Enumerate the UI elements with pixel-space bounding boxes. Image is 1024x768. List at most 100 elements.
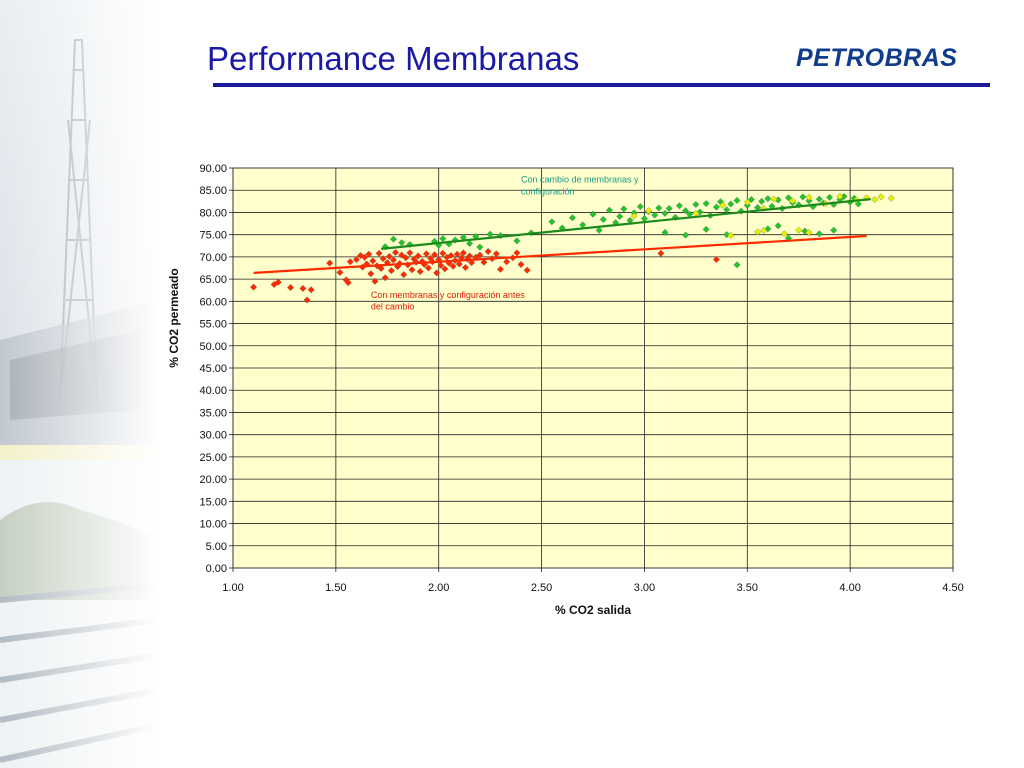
- data-point-after-yellow: [727, 232, 735, 240]
- data-point-before: [422, 250, 430, 258]
- data-point-before: [371, 277, 379, 285]
- data-points: [250, 192, 895, 304]
- y-tick-label: 20.00: [199, 474, 227, 486]
- data-point-after-yellow: [780, 230, 788, 238]
- data-point-after: [830, 226, 838, 234]
- data-point-after: [723, 206, 731, 214]
- data-point-after: [712, 203, 720, 211]
- data-point-before: [336, 268, 344, 276]
- data-point-before: [387, 267, 395, 275]
- y-tick-label: 55.00: [199, 319, 227, 331]
- data-point-before: [400, 271, 408, 279]
- data-point-before: [447, 252, 455, 260]
- y-axis-label: % CO2 permeado: [167, 268, 181, 367]
- data-point-before: [449, 262, 457, 270]
- data-point-before: [503, 258, 511, 266]
- x-tick-label: 4.50: [942, 582, 963, 594]
- data-point-before: [439, 249, 447, 257]
- data-point-after: [733, 261, 741, 269]
- x-tick-label: 2.50: [531, 582, 552, 594]
- data-point-after: [815, 230, 823, 238]
- data-point-before: [712, 256, 720, 264]
- data-point-before: [375, 249, 383, 257]
- data-point-before: [476, 251, 484, 259]
- data-point-after: [398, 239, 406, 247]
- data-point-after: [815, 195, 823, 203]
- trendline-after: [381, 198, 871, 250]
- trendline-before: [253, 234, 867, 274]
- data-point-after-yellow: [770, 195, 778, 203]
- data-point-before: [381, 274, 389, 282]
- data-point-after: [599, 216, 607, 224]
- data-point-after: [682, 207, 690, 215]
- data-point-before: [433, 269, 441, 277]
- petrobras-logo: PETROBRAS: [796, 44, 958, 72]
- data-point-after: [579, 221, 587, 229]
- data-point-after: [826, 193, 834, 201]
- data-point-before: [287, 284, 295, 292]
- data-point-before: [303, 296, 311, 304]
- data-point-after-yellow: [754, 228, 762, 236]
- data-point-after: [651, 211, 659, 219]
- data-point-after: [620, 205, 628, 213]
- data-point-after: [665, 204, 673, 212]
- data-point-after: [568, 214, 576, 222]
- data-point-after-yellow: [645, 207, 653, 215]
- data-point-after: [754, 204, 762, 212]
- data-point-after: [747, 196, 755, 204]
- y-axis-ticks: 0.00 5.00 10.00 15.00 20.00 25.00 30.00 35.00 40…: [199, 163, 233, 575]
- data-point-after: [702, 200, 710, 208]
- data-point-after-yellow: [805, 193, 813, 201]
- data-point-after: [626, 216, 634, 224]
- y-tick-label: 75.00: [199, 230, 227, 242]
- data-point-after: [784, 194, 792, 202]
- data-point-before: [346, 258, 354, 266]
- y-tick-label: 60.00: [199, 296, 227, 308]
- data-point-before: [379, 255, 387, 263]
- data-point-after-yellow: [887, 194, 895, 202]
- trend-lines: [253, 198, 871, 274]
- data-point-after: [389, 235, 397, 243]
- data-point-after-yellow: [692, 209, 700, 217]
- x-tick-label: 3.00: [634, 582, 655, 594]
- x-tick-label: 1.50: [325, 582, 346, 594]
- data-point-before: [250, 283, 258, 291]
- data-point-after-yellow: [795, 226, 803, 234]
- data-point-after-yellow: [871, 196, 879, 204]
- x-axis-ticks: 1.00 1.50 2.00 2.50 3.00 3.50 4.00 4.50: [222, 568, 964, 594]
- x-tick-label: 1.00: [222, 582, 243, 594]
- data-point-before: [367, 270, 375, 278]
- data-point-after: [675, 202, 683, 210]
- data-point-before: [352, 256, 360, 264]
- page-title: Performance Membranas: [207, 40, 580, 77]
- data-point-before: [377, 264, 385, 272]
- data-point-before: [492, 250, 500, 258]
- data-point-after: [655, 204, 663, 212]
- y-tick-label: 30.00: [199, 430, 227, 442]
- data-point-after: [640, 215, 648, 223]
- title-underline: [213, 83, 990, 87]
- y-tick-label: 10.00: [199, 519, 227, 531]
- data-point-before: [365, 250, 373, 258]
- data-point-after: [661, 209, 669, 217]
- data-point-before: [408, 266, 416, 274]
- data-point-before: [274, 278, 282, 286]
- data-point-before: [431, 251, 439, 259]
- data-point-before: [416, 268, 424, 276]
- data-point-before: [392, 248, 399, 256]
- data-point-after: [459, 233, 467, 241]
- data-point-after: [476, 243, 484, 251]
- data-point-after: [486, 230, 494, 238]
- y-tick-label: 40.00: [199, 385, 227, 397]
- data-point-before: [299, 284, 307, 292]
- data-point-after: [616, 212, 624, 220]
- data-point-before: [361, 253, 369, 261]
- data-point-before: [307, 286, 315, 294]
- data-point-before: [344, 279, 352, 287]
- background-photo-collage: [0, 0, 160, 768]
- annotations: Con cambio de membranas y configuración Co…: [371, 175, 639, 312]
- data-point-after: [805, 197, 813, 205]
- data-point-before: [402, 254, 410, 262]
- data-point-after: [682, 231, 690, 239]
- data-point-after: [727, 200, 735, 208]
